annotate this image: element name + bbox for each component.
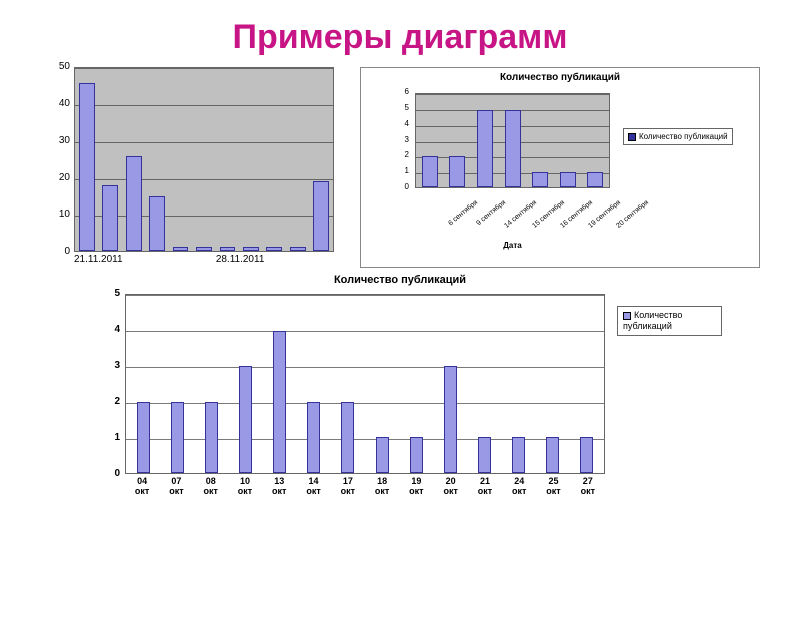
chart3-bar: [307, 402, 320, 473]
chart3-bar: [376, 437, 389, 473]
chart3-bar: [546, 437, 559, 473]
chart3-bar: [239, 366, 252, 473]
chart2-legend-label: Количество публикаций: [639, 132, 728, 141]
chart3-legend-label: Количество публикаций: [623, 310, 682, 331]
chart1-xlabel: 28.11.2011: [216, 254, 265, 265]
top-charts-row: 01020304050 21.11.201128.11.2011 Количес…: [0, 67, 800, 268]
chart3-xlabel: 04окт: [125, 477, 159, 497]
chart1-bar: [243, 247, 259, 251]
chart3-xlabel: 20окт: [434, 477, 468, 497]
chart3-bar: [137, 402, 150, 473]
chart2-bar: [422, 156, 438, 187]
chart1-xlabel: 21.11.2011: [74, 254, 123, 265]
chart3-xlabel: 10окт: [228, 477, 262, 497]
chart3-xlabel: 13окт: [262, 477, 296, 497]
chart3-xlabel: 27окт: [571, 477, 605, 497]
chart2-bar: [449, 156, 465, 187]
chart3-ytick: 4: [90, 325, 120, 335]
chart3-ytick: 2: [90, 397, 120, 407]
legend-swatch-icon: [623, 312, 631, 320]
chart3-bar: [341, 402, 354, 473]
chart1-ytick: 0: [40, 247, 70, 257]
chart3-xlabel: 19окт: [399, 477, 433, 497]
chart1-ytick: 20: [40, 173, 70, 183]
chart3-bar: [273, 331, 286, 473]
chart3-xlabel: 24окт: [502, 477, 536, 497]
chart3-ytick: 3: [90, 361, 120, 371]
chart2-ytick: 1: [379, 167, 409, 175]
chart1-ytick: 50: [40, 62, 70, 72]
chart3-xlabel: 17окт: [331, 477, 365, 497]
chart3-bar: [410, 437, 423, 473]
chart3-xlabel: 14окт: [296, 477, 330, 497]
chart3-xlabel: 07окт: [159, 477, 193, 497]
chart1-bar: [313, 181, 329, 251]
chart1-bar: [79, 83, 95, 251]
chart3-ytick: 1: [90, 433, 120, 443]
chart2-xaxis-title: Дата: [415, 241, 610, 250]
chart2: Количество публикаций 0 1 2 3 4 5 6 Количество…: [360, 67, 760, 268]
chart3-bar: [580, 437, 593, 473]
chart3: 012345 Количество публикаций 04окт07окт0…: [0, 294, 800, 519]
chart3-title: Количество публикаций: [0, 274, 800, 286]
chart1-bar: [266, 247, 282, 251]
chart1-ytick: 40: [40, 99, 70, 109]
chart2-bar: [477, 110, 493, 188]
chart2-ytick: 4: [379, 120, 409, 128]
chart1-bar: [149, 196, 165, 251]
chart1-bar: [126, 156, 142, 251]
chart3-xlabel: 21окт: [468, 477, 502, 497]
legend-swatch-icon: [628, 133, 636, 141]
chart3-legend: Количество публикаций: [617, 306, 722, 336]
chart2-bar: [505, 110, 521, 188]
chart2-ytick: 0: [379, 183, 409, 191]
chart3-bar: [205, 402, 218, 473]
page-title: Примеры диаграмм: [0, 18, 800, 57]
chart1-ytick: 10: [40, 210, 70, 220]
chart2-ytick: 3: [379, 136, 409, 144]
chart1: 01020304050 21.11.201128.11.2011: [40, 67, 340, 268]
chart3-bar: [478, 437, 491, 473]
chart2-xlabel: 20 сентября: [615, 199, 650, 230]
chart1-bar: [290, 247, 306, 251]
chart1-bar: [196, 247, 212, 251]
chart2-ytick: 2: [379, 151, 409, 159]
chart2-ytick: 5: [379, 104, 409, 112]
chart2-bar: [532, 172, 548, 188]
chart2-title: Количество публикаций: [365, 72, 755, 83]
chart2-ytick: 6: [379, 88, 409, 96]
chart3-bar: [171, 402, 184, 473]
chart2-legend: Количество публикаций: [623, 128, 733, 145]
chart3-bar: [512, 437, 525, 473]
chart2-bar: [560, 172, 576, 188]
chart3-ytick: 0: [90, 469, 120, 479]
chart1-bar: [220, 247, 236, 251]
chart1-ytick: 30: [40, 136, 70, 146]
chart3-xlabel: 18окт: [365, 477, 399, 497]
chart1-bar: [102, 185, 118, 251]
chart2-bar: [587, 172, 603, 188]
chart1-bar: [173, 247, 189, 251]
chart3-ytick: 5: [90, 289, 120, 299]
chart3-bar: [444, 366, 457, 473]
chart3-xlabel: 08окт: [194, 477, 228, 497]
chart3-xlabel: 25окт: [536, 477, 570, 497]
